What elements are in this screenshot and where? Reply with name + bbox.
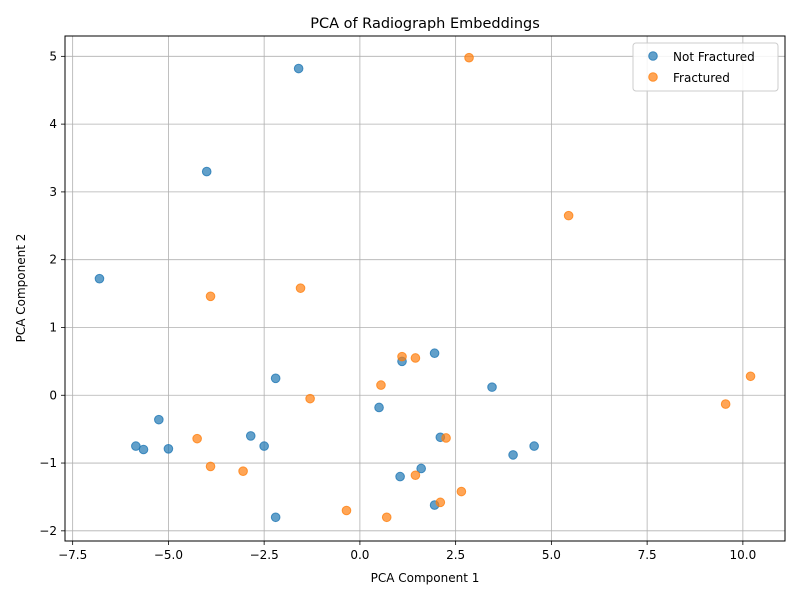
point-fractured bbox=[295, 283, 306, 293]
point-not-fractured bbox=[270, 373, 281, 384]
point-not-fractured bbox=[395, 471, 405, 482]
point-fractured bbox=[456, 486, 467, 497]
point-fractured bbox=[376, 380, 386, 390]
point-fractured bbox=[238, 466, 248, 476]
plot-area-frame bbox=[64, 35, 786, 542]
point-not-fractured bbox=[201, 166, 212, 177]
point-fractured bbox=[381, 512, 392, 523]
y-tick-label: 5 bbox=[49, 49, 57, 63]
data-points bbox=[94, 52, 756, 523]
y-tick-label: 4 bbox=[49, 117, 57, 131]
point-fractured bbox=[410, 353, 421, 363]
x-tick-label: 0.0 bbox=[350, 548, 369, 562]
legend: Not Fractured Fractured bbox=[632, 42, 779, 92]
y-tick-label: 1 bbox=[49, 320, 57, 334]
point-not-fractured bbox=[138, 444, 149, 455]
chart-title: PCA of Radiograph Embeddings bbox=[310, 16, 540, 32]
point-not-fractured bbox=[429, 348, 440, 359]
point-not-fractured bbox=[508, 450, 518, 460]
point-not-fractured bbox=[259, 441, 269, 451]
legend-box bbox=[632, 42, 779, 92]
y-tick-label: −2 bbox=[39, 524, 57, 538]
x-tick-label: 7.5 bbox=[638, 548, 657, 562]
y-tick-label: 0 bbox=[49, 388, 57, 402]
point-fractured bbox=[435, 497, 446, 508]
legend-label-fractured: Fractured bbox=[673, 71, 730, 85]
point-fractured bbox=[745, 371, 756, 382]
point-not-fractured bbox=[154, 414, 164, 425]
x-tick-label: 5.0 bbox=[542, 548, 561, 562]
x-tick-label: −7.5 bbox=[58, 548, 87, 562]
point-fractured bbox=[464, 52, 474, 63]
legend-marker-fractured bbox=[648, 72, 658, 82]
point-fractured bbox=[192, 433, 202, 444]
x-tick-label: −2.5 bbox=[250, 548, 279, 562]
point-fractured bbox=[563, 210, 574, 221]
y-tick-label: 2 bbox=[49, 253, 57, 267]
x-tick-label: 10.0 bbox=[730, 548, 757, 562]
y-tick-label: 3 bbox=[49, 185, 57, 199]
point-fractured bbox=[410, 470, 421, 481]
point-fractured bbox=[441, 433, 451, 443]
grid-lines bbox=[65, 36, 785, 541]
y-tick-label: −1 bbox=[39, 456, 57, 470]
point-not-fractured bbox=[487, 382, 497, 392]
point-fractured bbox=[720, 399, 731, 409]
point-not-fractured bbox=[374, 402, 384, 413]
x-tick-label: 2.5 bbox=[446, 548, 465, 562]
legend-marker-not-fractured bbox=[648, 51, 658, 61]
point-not-fractured bbox=[416, 463, 426, 474]
point-not-fractured bbox=[245, 431, 256, 441]
legend-label-not-fractured: Not Fractured bbox=[673, 50, 755, 64]
x-tick-label: −5.0 bbox=[154, 548, 183, 562]
point-fractured bbox=[205, 291, 216, 302]
point-not-fractured bbox=[270, 512, 281, 523]
point-not-fractured bbox=[163, 444, 174, 454]
point-not-fractured bbox=[529, 441, 539, 451]
point-not-fractured bbox=[94, 273, 105, 284]
point-not-fractured bbox=[293, 63, 304, 74]
point-fractured bbox=[205, 461, 216, 472]
point-fractured bbox=[341, 505, 352, 516]
point-fractured bbox=[305, 393, 315, 404]
point-fractured bbox=[397, 351, 407, 362]
y-axis-label: PCA Component 2 bbox=[14, 234, 28, 343]
x-axis-label: PCA Component 1 bbox=[371, 571, 480, 585]
axis-ticks: −7.5 −5.0 −2.5 0.0 2.5 5.0 7.5 10.0 −2 −1 0 1 2 3 4 5 bbox=[39, 49, 756, 562]
